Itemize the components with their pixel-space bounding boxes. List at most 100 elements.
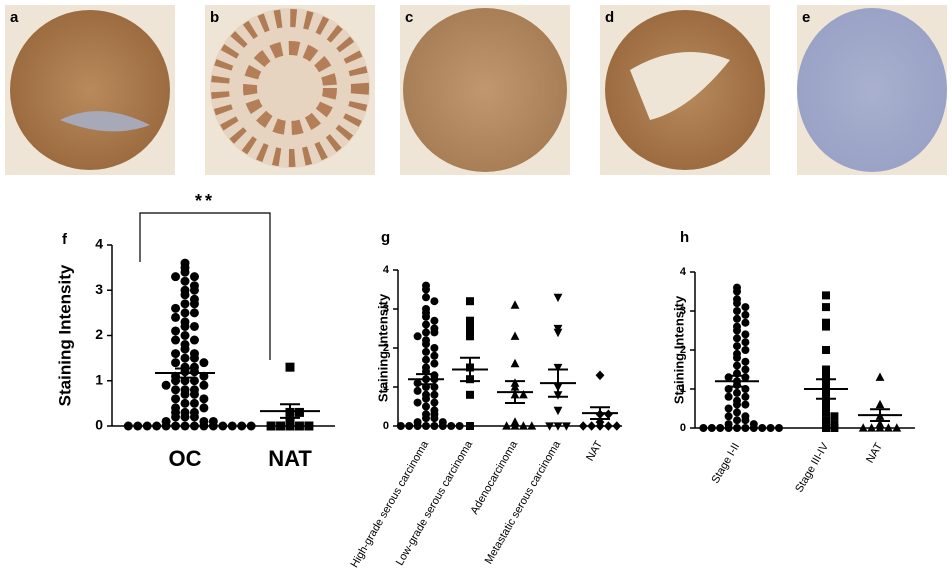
data-point (422, 347, 430, 356)
tissue-detail (211, 9, 369, 167)
data-point (466, 324, 474, 333)
panel-label: f (62, 231, 68, 248)
data-point (161, 380, 171, 390)
x-tick-label: NAT (584, 439, 605, 464)
data-point (741, 338, 750, 347)
data-point (822, 346, 830, 354)
data-point (775, 424, 783, 432)
data-point (422, 293, 430, 302)
data-point (189, 285, 199, 295)
y-tick-label: 2 (383, 342, 389, 354)
data-point (733, 334, 741, 343)
data-point (276, 421, 286, 431)
data-point (733, 287, 741, 296)
x-tick-label: Metastatic serous carcinoma (483, 438, 564, 566)
data-point (741, 424, 750, 432)
data-point (595, 370, 605, 381)
data-point (741, 346, 750, 354)
data-point (430, 359, 439, 368)
data-point (741, 318, 750, 327)
data-point (285, 421, 295, 431)
data-point (758, 424, 767, 432)
data-point (405, 422, 414, 430)
data-point (123, 421, 133, 431)
data-point (430, 351, 439, 360)
data-point (612, 421, 622, 431)
data-point (867, 423, 876, 432)
data-point (430, 422, 439, 430)
data-point (422, 402, 430, 411)
data-point (510, 421, 520, 430)
data-point (741, 392, 750, 401)
tissue-detail (60, 111, 150, 132)
data-point (142, 421, 152, 431)
data-point (180, 299, 190, 309)
data-point (237, 421, 247, 431)
data-point (699, 424, 708, 432)
data-point (180, 308, 190, 318)
data-point (595, 421, 605, 431)
data-point (455, 422, 464, 430)
data-point (285, 362, 295, 372)
data-point (422, 320, 430, 329)
data-point (604, 409, 613, 420)
data-point (171, 303, 181, 313)
data-point (741, 365, 750, 374)
data-point (189, 389, 199, 399)
data-point (422, 285, 430, 294)
data-point (413, 379, 422, 388)
x-tick-label: NAT (268, 446, 312, 471)
x-tick-label: High-grade serous carcinoma (349, 438, 432, 570)
data-point (822, 424, 830, 432)
data-point (430, 390, 439, 399)
tissue-detail (243, 41, 337, 135)
data-point (733, 400, 741, 409)
data-point (171, 349, 181, 359)
data-point (180, 389, 190, 399)
data-point (875, 372, 885, 381)
data-point (545, 422, 554, 431)
data-point (189, 398, 199, 408)
data-point (822, 416, 830, 425)
y-tick-label: 3 (95, 281, 103, 297)
tissue-core (10, 10, 170, 170)
data-point (171, 385, 181, 395)
data-point (189, 353, 199, 363)
data-point (724, 392, 733, 401)
data-point (171, 335, 181, 345)
y-tick-label: 4 (680, 266, 687, 278)
data-point (199, 394, 209, 404)
y-tick-label: 1 (383, 381, 389, 393)
data-point (875, 399, 885, 409)
data-point (180, 398, 190, 408)
y-axis-title: Staining Intensity (671, 295, 686, 404)
data-point (527, 421, 537, 430)
data-point (180, 421, 190, 431)
data-point (199, 403, 209, 413)
data-point (430, 297, 439, 306)
data-point (724, 424, 733, 432)
data-point (733, 326, 741, 335)
data-point (294, 407, 304, 417)
data-point (733, 408, 741, 417)
y-tick-label: 2 (680, 344, 686, 356)
data-point (519, 390, 528, 399)
data-point (171, 326, 181, 336)
data-point (438, 422, 447, 430)
y-axis-title: Staining Intensity (375, 293, 390, 402)
data-point (430, 344, 439, 352)
data-point (766, 424, 775, 432)
data-point (294, 421, 304, 431)
data-point (830, 412, 839, 421)
y-tick-label: 2 (95, 326, 103, 342)
data-point (604, 421, 613, 431)
data-point (413, 398, 422, 407)
data-point (189, 321, 199, 331)
tissue-core (210, 8, 370, 168)
data-point (422, 414, 430, 423)
x-tick-label: Low-grade serous carcinoma (394, 438, 476, 568)
data-point (180, 290, 190, 300)
data-point (733, 299, 741, 308)
y-tick-label: 0 (95, 417, 103, 433)
